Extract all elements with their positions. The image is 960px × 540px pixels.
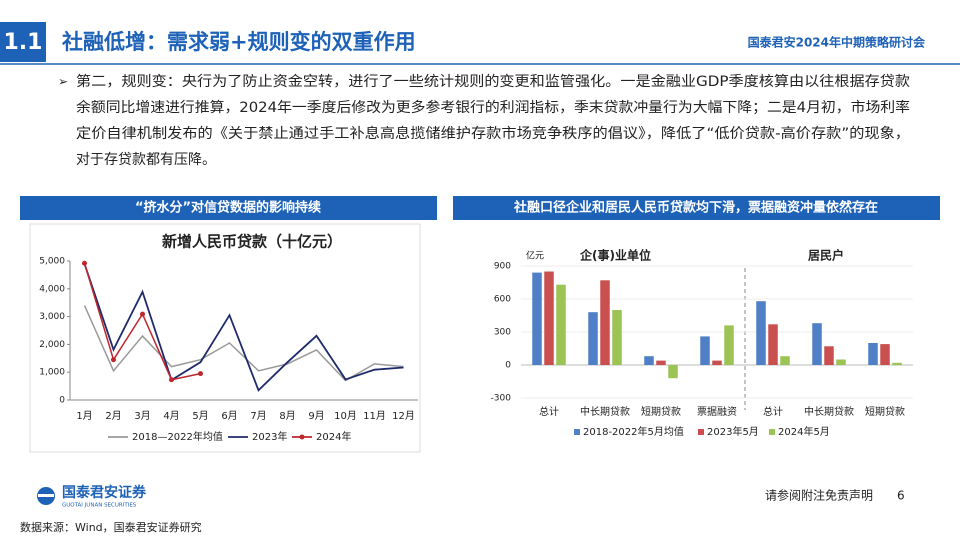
body-line: 第二，规则变：央行为了防止资金空转，进行了一些统计规则的变更和监管强化。一是金融… [76,73,910,90]
bar [880,344,890,365]
y-tick-label: 600 [494,295,511,305]
page-number: 6 [897,489,905,503]
bar [756,301,766,365]
bar [556,284,566,365]
series-line [83,263,201,381]
bar [812,323,822,365]
annotation: 企(事)业单位 [579,248,651,263]
y-tick-label: 300 [494,328,511,338]
x-tick-label: 6月 [221,410,237,422]
legend-label: 2023年 [252,430,287,443]
legend-label: 2018-2022年5月均值 [583,425,684,438]
x-tick-label: 中长期贷款 [580,405,630,418]
point [198,371,203,377]
x-tick-label: 11月 [363,410,386,422]
x-tick-label: 7月 [250,410,266,422]
bar [544,271,554,365]
x-tick-label: 总计 [539,405,559,418]
bar [600,280,610,365]
y-tick-label: 0 [505,361,511,371]
x-tick-label: 2月 [105,410,121,422]
legend-label: 2024年5月 [778,425,830,438]
body-line: 对于存贷款都有压降。 [76,152,216,168]
x-tick-label: 短期贷款 [641,405,681,418]
legend-marker [299,434,305,440]
chart-title: 新增人民币贷款（十亿元） [162,233,342,251]
bar [712,360,722,365]
bar [700,336,710,365]
bar [668,365,678,379]
legend-swatch [769,429,775,435]
y-tick-label: -300 [491,394,512,404]
x-tick-label: 3月 [134,410,150,422]
point [140,311,145,317]
bar [724,325,734,365]
bar [836,359,846,365]
body-line: 定价自律机制发布的《关于禁止通过手工补息高息揽储维护存款市场竞争秩序的倡议》，降… [76,125,910,142]
x-tick-label: 12月 [392,410,415,422]
legend-label: 2018—2022年均值 [132,430,223,443]
company-en: GUOTAI JUNAN SECURITIES [62,503,137,509]
bullet: ➢ [58,75,68,89]
x-tick-label: 8月 [279,410,295,422]
bar [768,324,778,365]
y-tick-label: 3,000 [39,312,65,322]
y-tick-label: 1,000 [39,368,65,378]
bar [612,310,622,365]
slide-title: 社融低增：需求弱+规则变的双重作用 [61,30,416,54]
annotation: 亿元 [526,250,544,262]
x-tick-label: 短期贷款 [865,405,905,418]
legend-label: 2024年 [316,430,351,443]
x-tick-label: 中长期贷款 [804,405,854,418]
x-tick-label: 4月 [163,410,179,422]
y-tick-label: 0 [59,396,65,406]
disclaimer: 请参阅附注免责声明 [765,488,873,503]
x-tick-label: 1月 [76,410,92,422]
event-name: 国泰君安2024年中期策略研讨会 [748,35,926,50]
section-number: 1.1 [4,30,43,55]
logo [37,487,55,505]
company-name: 国泰君安证券 [62,484,147,501]
bar [780,356,790,365]
series-line [83,305,404,382]
bar [824,346,834,365]
point [111,357,116,363]
x-tick-label: 10月 [334,410,357,422]
y-tick-label: 2,000 [39,340,65,350]
panel-bar [453,196,940,220]
y-tick-label: 900 [494,262,511,272]
x-tick-label: 总计 [763,405,783,418]
chart-frame [29,223,421,453]
point [169,377,174,383]
legend-label: 2023年5月 [707,425,759,438]
point [82,260,87,266]
bar [892,362,902,365]
bar [588,312,598,365]
bar [868,343,878,365]
x-tick-label: 9月 [308,410,324,422]
panel-title: “挤水分”对信贷数据的影响持续 [135,200,321,216]
x-tick-label: 5月 [192,410,208,422]
legend-swatch [698,429,704,435]
legend-swatch [574,429,580,435]
annotation: 居民户 [808,248,844,263]
bar [656,360,666,365]
panel-bar [20,196,437,220]
x-tick-label: 票据融资 [697,405,737,418]
bar [532,272,542,365]
body-line: 余额同比增速进行推算，2024年一季度后修改为更多参考银行的利润指标，季末贷款冲… [76,99,910,116]
y-tick-label: 4,000 [39,284,65,294]
number-box [0,22,46,62]
panel-title: 社融口径企业和居民人民币贷款均下滑，票据融资冲量依然存在 [513,200,878,216]
series-line [83,263,404,392]
y-tick-label: 5,000 [39,257,65,267]
source-note: 数据来源：Wind，国泰君安证券研究 [20,520,202,534]
bar [644,356,654,365]
